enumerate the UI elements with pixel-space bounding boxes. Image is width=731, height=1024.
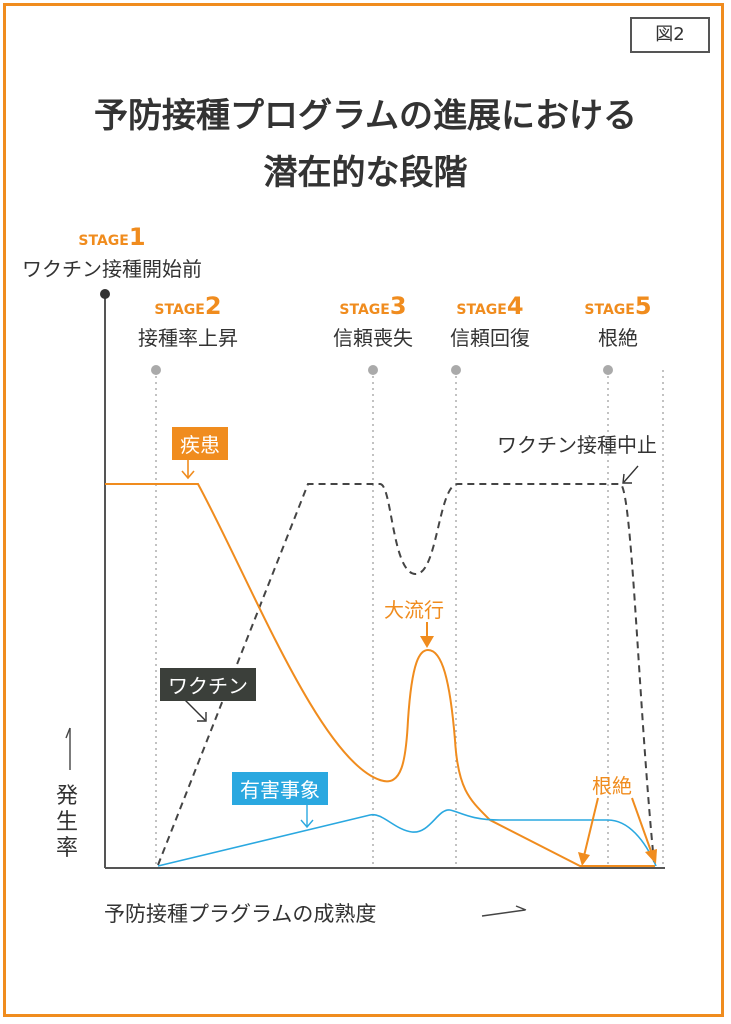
stage-4-name: 信頼回復 (450, 326, 530, 350)
vaccine-label: ワクチン (160, 668, 256, 701)
stage-5-tag: STAGE (584, 302, 635, 318)
outbreak-label: 大流行 (384, 598, 444, 622)
stage-3-name: 信頼喪失 (333, 326, 413, 350)
stage-4-tag: STAGE (456, 302, 507, 318)
stage3-dot (368, 365, 378, 375)
stage-1-label: STAGE1 ワクチン接種開始前 (22, 223, 202, 282)
x-axis-arrow (481, 905, 527, 917)
y-axis-label: 発生率 (56, 784, 79, 861)
figure-label: 図2 (630, 17, 710, 53)
adverse-curve (157, 809, 657, 867)
stage-4-num: 4 (506, 292, 524, 320)
stage1-marker (100, 289, 110, 299)
y-axis-arrow (65, 727, 71, 770)
stage-2-tag: STAGE (154, 302, 205, 318)
stage-1-name: ワクチン接種開始前 (22, 257, 202, 281)
vaccine-arrow (184, 699, 207, 722)
stage-5-name: 根絶 (598, 326, 638, 350)
vaccine-stop-label: ワクチン接種中止 (497, 433, 657, 457)
x-axis-label: 予防接種プラグラムの成熟度 (104, 902, 377, 926)
stage-5-num: 5 (634, 292, 652, 320)
stage-4-label: STAGE4 信頼回復 (420, 292, 560, 351)
stage-3-num: 3 (389, 292, 407, 320)
stage-3-tag: STAGE (339, 302, 390, 318)
title-line-2: 潜在的な段階 (263, 153, 468, 193)
stage-2-num: 2 (204, 292, 222, 320)
stage-guides (155, 370, 664, 866)
stage-1-tag: STAGE (78, 233, 129, 249)
stage-1-num: 1 (128, 223, 146, 251)
adverse-label: 有害事象 (232, 772, 328, 805)
eradication-arrows (578, 797, 657, 866)
title-line-1: 予防接種プログラムの進展における (94, 96, 637, 136)
stage-2-label: STAGE2 接種率上昇 (118, 292, 258, 351)
vaccine-stop-arrow (622, 465, 639, 484)
disease-arrow (181, 457, 195, 480)
disease-label: 疾患 (172, 427, 228, 460)
stage-3-label: STAGE3 信頼喪失 (303, 292, 443, 351)
disease-curve (105, 483, 655, 867)
stage-5-label: STAGE5 根絶 (548, 292, 688, 351)
stage-2-name: 接種率上昇 (138, 326, 238, 350)
eradication-label: 根絶 (592, 774, 632, 798)
stage2-dot (151, 365, 161, 375)
stage4-dot (451, 365, 461, 375)
stage5-dot (603, 365, 613, 375)
outbreak-arrow (420, 622, 434, 648)
stage-dots (151, 365, 613, 375)
figure-frame (3, 3, 724, 1017)
